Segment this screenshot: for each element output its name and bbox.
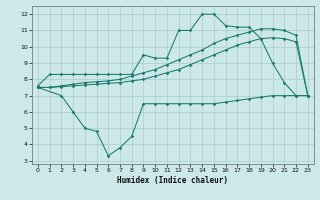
X-axis label: Humidex (Indice chaleur): Humidex (Indice chaleur) [117, 176, 228, 185]
